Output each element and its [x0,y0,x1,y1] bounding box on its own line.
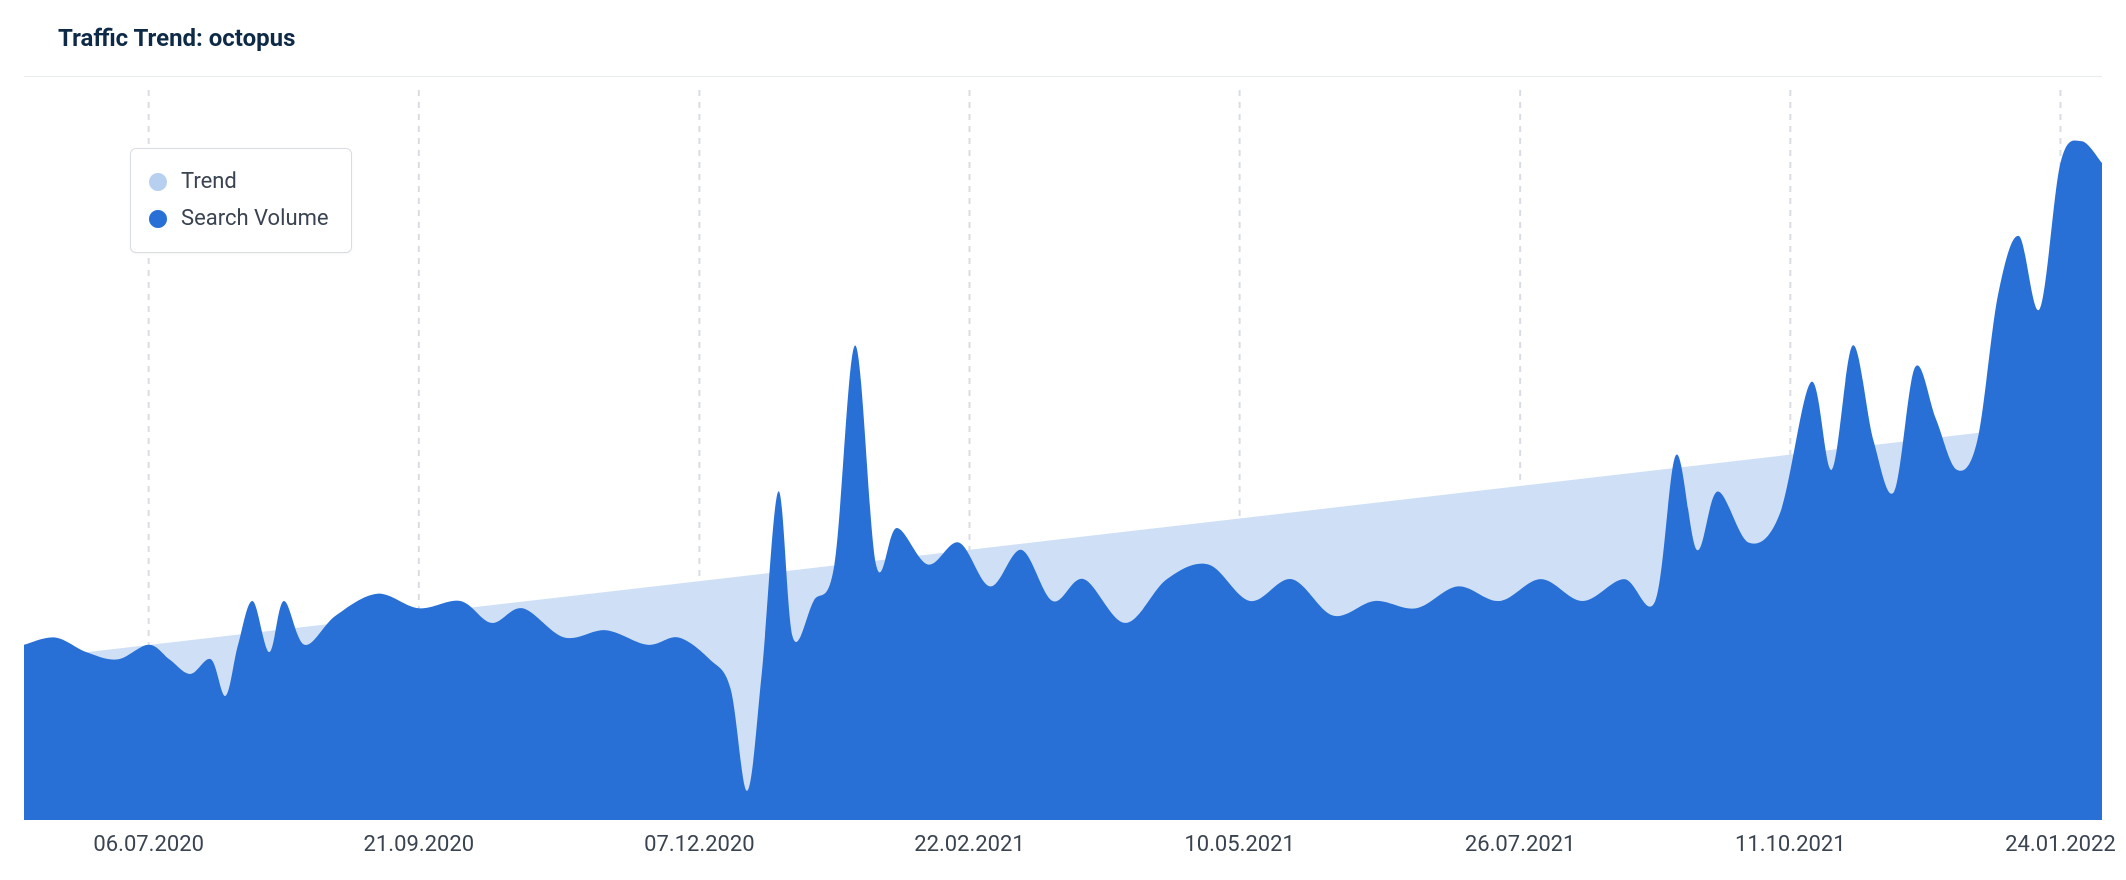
legend-label-trend: Trend [181,163,237,200]
legend-swatch-search-volume [149,210,167,228]
x-tick-label: 21.09.2020 [364,832,475,857]
legend-label-search-volume: Search Volume [181,200,329,237]
title-divider [24,76,2102,77]
traffic-trend-panel: Traffic Trend: octopus Trend Search Volu… [0,0,2126,880]
legend-swatch-trend [149,173,167,191]
x-tick-label: 24.01.2022 [2005,832,2116,857]
x-tick-label: 10.05.2021 [1184,832,1295,857]
chart-title: Traffic Trend: octopus [58,24,295,52]
x-tick-label: 11.10.2021 [1735,832,1846,857]
x-tick-label: 22.02.2021 [914,832,1025,857]
chart-legend: Trend Search Volume [130,148,352,253]
legend-item-search-volume[interactable]: Search Volume [149,200,329,237]
x-axis-labels: 06.07.2020 21.09.2020 07.12.2020 22.02.2021… [24,832,2102,862]
x-tick-label: 07.12.2020 [644,832,755,857]
x-tick-label: 06.07.2020 [93,832,204,857]
legend-item-trend[interactable]: Trend [149,163,329,200]
x-tick-label: 26.07.2021 [1465,832,1576,857]
